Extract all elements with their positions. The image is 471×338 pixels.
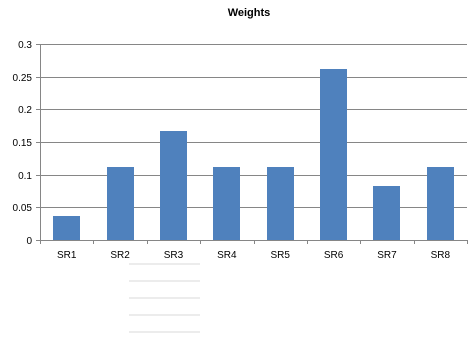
y-axis-tick-labels: 0 0.05 0.1 0.15 0.2 0.25 0.3 bbox=[13, 40, 33, 247]
y-tick-label: 0.25 bbox=[13, 73, 33, 84]
bar-sr5 bbox=[267, 167, 294, 240]
y-tick-label: 0 bbox=[26, 236, 32, 247]
x-tick-label: SR4 bbox=[217, 250, 237, 261]
x-tick-label: SR3 bbox=[164, 250, 184, 261]
y-tick-label: 0.15 bbox=[13, 138, 33, 149]
chart-title: Weights bbox=[228, 7, 271, 19]
y-tick-label: 0.2 bbox=[18, 105, 32, 116]
bar-sr3 bbox=[160, 131, 187, 240]
x-tick-label: SR8 bbox=[431, 250, 451, 261]
bar-sr4 bbox=[213, 167, 240, 240]
bar-sr8 bbox=[427, 167, 454, 240]
y-tick-label: 0.1 bbox=[18, 171, 32, 182]
background-cell-lines bbox=[129, 263, 200, 333]
bar-sr6 bbox=[320, 69, 347, 240]
y-tick-label: 0.05 bbox=[13, 203, 33, 214]
x-tick-label: SR1 bbox=[57, 250, 77, 261]
x-axis-tick-labels: SR1 SR2 SR3 SR4 SR5 SR6 SR7 SR8 bbox=[57, 250, 451, 261]
axes bbox=[36, 44, 468, 244]
bar-sr1 bbox=[53, 216, 80, 240]
y-tick-label: 0.3 bbox=[18, 40, 32, 51]
bars bbox=[53, 69, 454, 240]
x-tick-label: SR5 bbox=[270, 250, 290, 261]
bar-sr2 bbox=[107, 167, 134, 240]
bar-sr7 bbox=[373, 186, 400, 240]
x-tick-label: SR2 bbox=[110, 250, 130, 261]
x-tick-label: SR7 bbox=[377, 250, 397, 261]
x-tick-label: SR6 bbox=[324, 250, 344, 261]
